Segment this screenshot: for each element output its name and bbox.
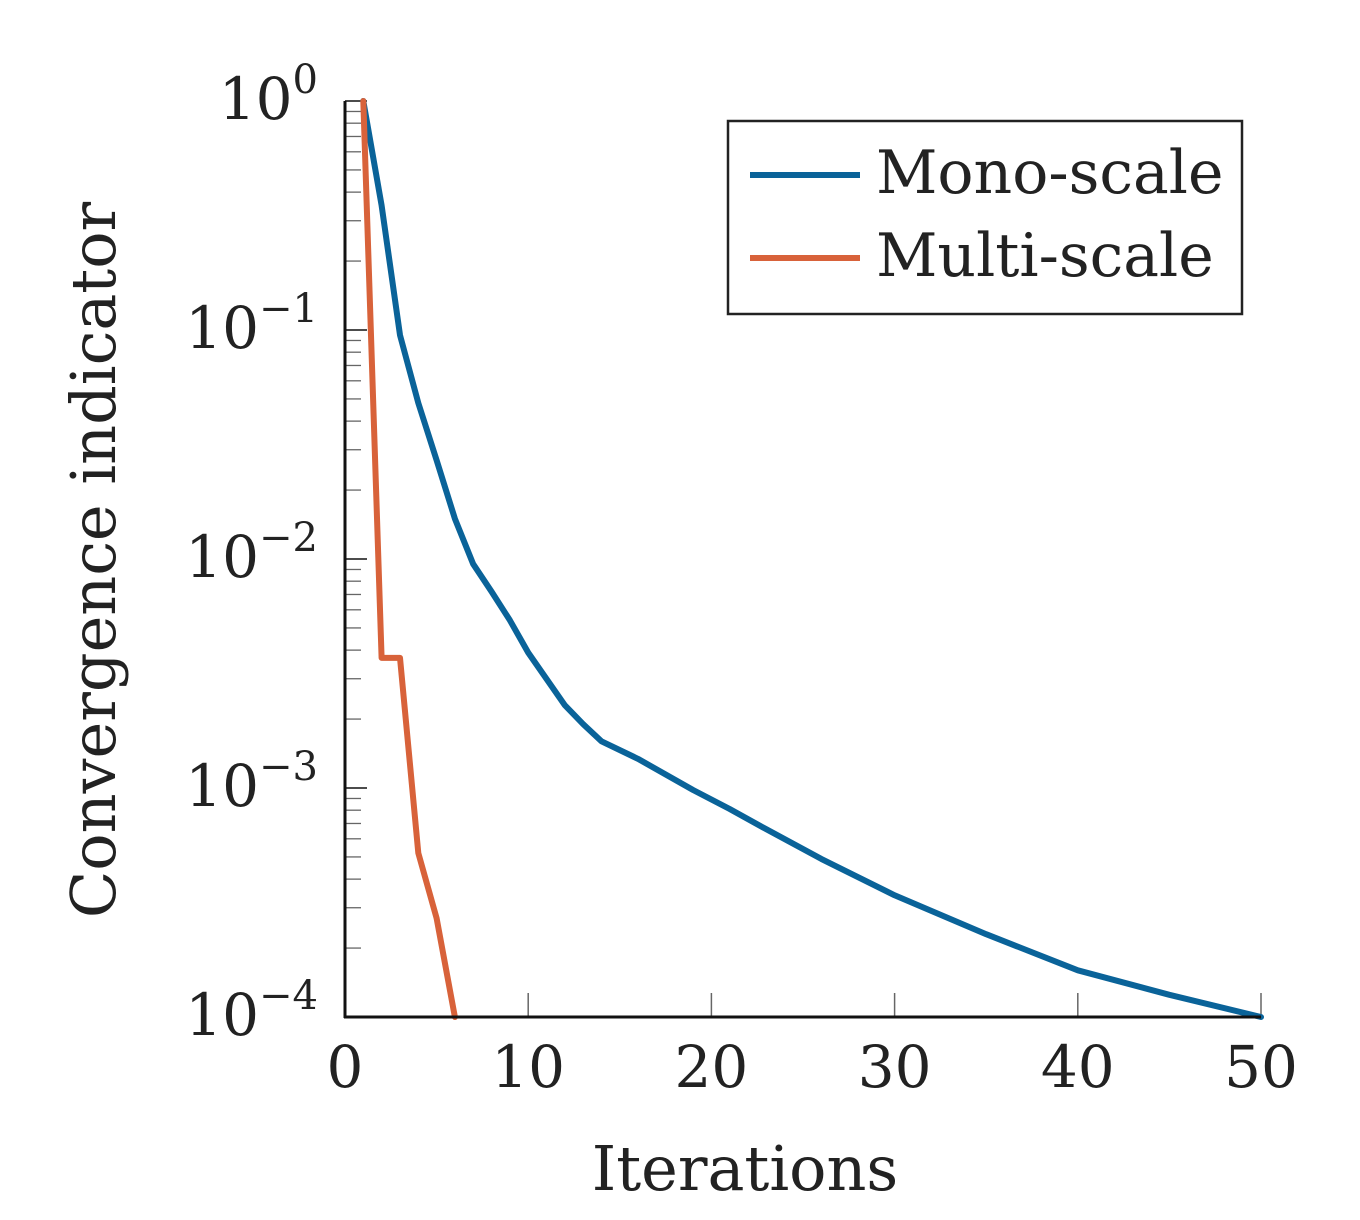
legend-label-multi-scale: Multi-scale bbox=[876, 221, 1214, 291]
x-tick-label: 30 bbox=[858, 1033, 932, 1101]
y-tick-label: 10−3 bbox=[185, 744, 318, 820]
x-tick-label: 20 bbox=[674, 1033, 748, 1101]
y-tick-label: 10−2 bbox=[185, 515, 318, 591]
series-layer bbox=[360, 98, 1264, 1020]
x-axis-label: Iterations bbox=[592, 1132, 899, 1205]
y-tick-label: 10−4 bbox=[185, 973, 318, 1049]
x-tick-label: 40 bbox=[1041, 1033, 1115, 1101]
tick-labels: 100 10−1 10−2 10−3 10−40 10 20 30 40 50 bbox=[185, 57, 1298, 1101]
x-tick-label: 50 bbox=[1224, 1033, 1298, 1101]
x-ticks bbox=[344, 993, 1262, 1017]
y-tick-label: 10−1 bbox=[185, 286, 318, 362]
legend-box bbox=[726, 119, 1244, 316]
legend-label-mono-scale: Mono-scale bbox=[876, 138, 1223, 208]
x-tick-label: 10 bbox=[491, 1033, 565, 1101]
x-tick-label: 0 bbox=[327, 1033, 364, 1101]
y-minor-ticks bbox=[345, 100, 367, 1018]
series-line-mono-scale bbox=[360, 98, 1264, 1020]
y-tick-label: 100 bbox=[219, 57, 318, 133]
legend: Mono-scale Multi-scale bbox=[726, 119, 1244, 316]
series-line-multi-scale bbox=[360, 98, 458, 1020]
axes bbox=[343, 101, 1261, 1019]
y-axis-label: Convergence indicator bbox=[57, 201, 130, 918]
